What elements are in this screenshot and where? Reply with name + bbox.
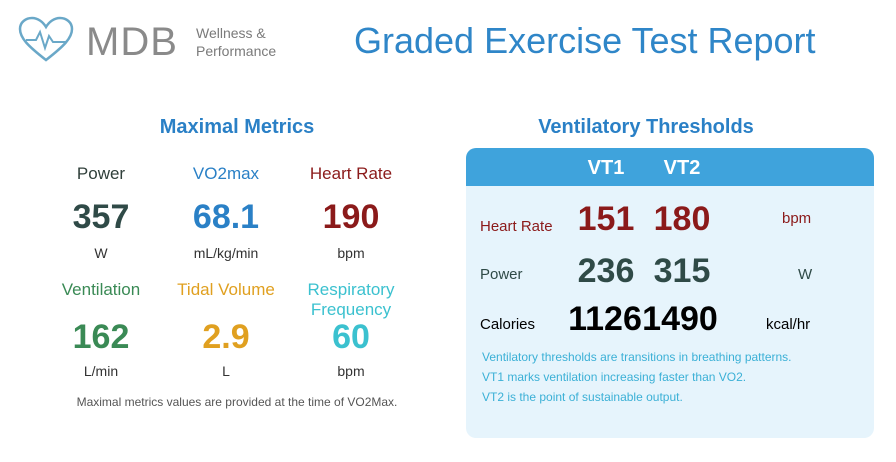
- vt-note-line: VT1 marks ventilation increasing faster …: [482, 370, 747, 384]
- vt1-header: VT1: [587, 157, 625, 179]
- metric-label: VO2max: [192, 164, 260, 183]
- metric-label: Heart Rate: [309, 164, 393, 183]
- metric-value: 190: [322, 198, 380, 236]
- metric-label: Ventilation: [61, 280, 141, 299]
- metric-value: 357: [72, 198, 130, 236]
- metric-value: 162: [72, 318, 130, 356]
- metric-label-line-1: Respiratory: [307, 280, 395, 299]
- metric-unit: bpm: [337, 363, 365, 379]
- metric-value: 60: [332, 318, 370, 356]
- metric-tidal-volume: Tidal Volume 2.9 L: [166, 280, 286, 379]
- vt-row-label: Calories: [480, 316, 536, 333]
- vt-header-bar: VT1 VT2: [466, 148, 874, 186]
- metric-value: 68.1: [192, 198, 260, 236]
- vt2-value: 1490: [642, 300, 718, 338]
- metric-vo2max: VO2max 68.1 mL/kg/min: [166, 164, 286, 261]
- vt-note-line: Ventilatory thresholds are transitions i…: [482, 350, 792, 364]
- vt-row-label: Power: [480, 266, 523, 283]
- maximal-metrics-title: Maximal Metrics: [159, 116, 315, 138]
- metric-unit: mL/kg/min: [193, 245, 259, 261]
- metric-power: Power 357 W: [41, 164, 161, 261]
- metric-ventilation: Ventilation 162 L/min: [41, 280, 161, 379]
- vt2-header: VT2: [663, 157, 701, 179]
- metric-label-line-2: Frequency: [310, 300, 392, 319]
- vt2-value: 315: [653, 252, 711, 290]
- brand-logo: MDB Wellness & Performance: [18, 14, 278, 68]
- vt-note-line: VT2 is the point of sustainable output.: [482, 390, 683, 404]
- metric-label: Tidal Volume: [177, 280, 275, 299]
- vt1-value: 236: [577, 252, 635, 290]
- metric-unit: L: [222, 363, 230, 379]
- logo-tagline-2: Performance: [196, 43, 277, 59]
- vt-row-label: Heart Rate: [480, 218, 553, 235]
- heart-pulse-icon: [18, 16, 74, 62]
- vt1-value: 151: [577, 200, 635, 238]
- vt-row-unit: kcal/hr: [766, 316, 811, 333]
- logo-wordmark: MDB: [86, 20, 178, 64]
- metric-heart-rate: Heart Rate 190 bpm: [291, 164, 411, 261]
- ventilatory-thresholds-title: Ventilatory Thresholds: [538, 116, 754, 138]
- vt1-value: 1126: [568, 300, 642, 338]
- metric-unit: bpm: [337, 245, 365, 261]
- vt-row-unit: bpm: [782, 210, 812, 227]
- logo-tagline-1: Wellness &: [196, 25, 266, 41]
- page-title: Graded Exercise Test Report: [354, 20, 816, 61]
- metric-unit: L/min: [83, 363, 119, 379]
- ventilatory-thresholds-panel: VT1 VT2 Heart Rate 151 180 bpm Power 236…: [466, 148, 874, 438]
- metric-unit: W: [94, 245, 108, 261]
- maximal-metrics-note: Maximal metrics values are provided at t…: [76, 395, 398, 409]
- metric-respiratory-frequency: Respiratory Frequency 60 bpm: [291, 280, 411, 379]
- metric-label: Power: [76, 164, 126, 183]
- vt2-value: 180: [653, 200, 711, 238]
- metric-value: 2.9: [202, 318, 250, 356]
- vt-row-unit: W: [798, 266, 813, 283]
